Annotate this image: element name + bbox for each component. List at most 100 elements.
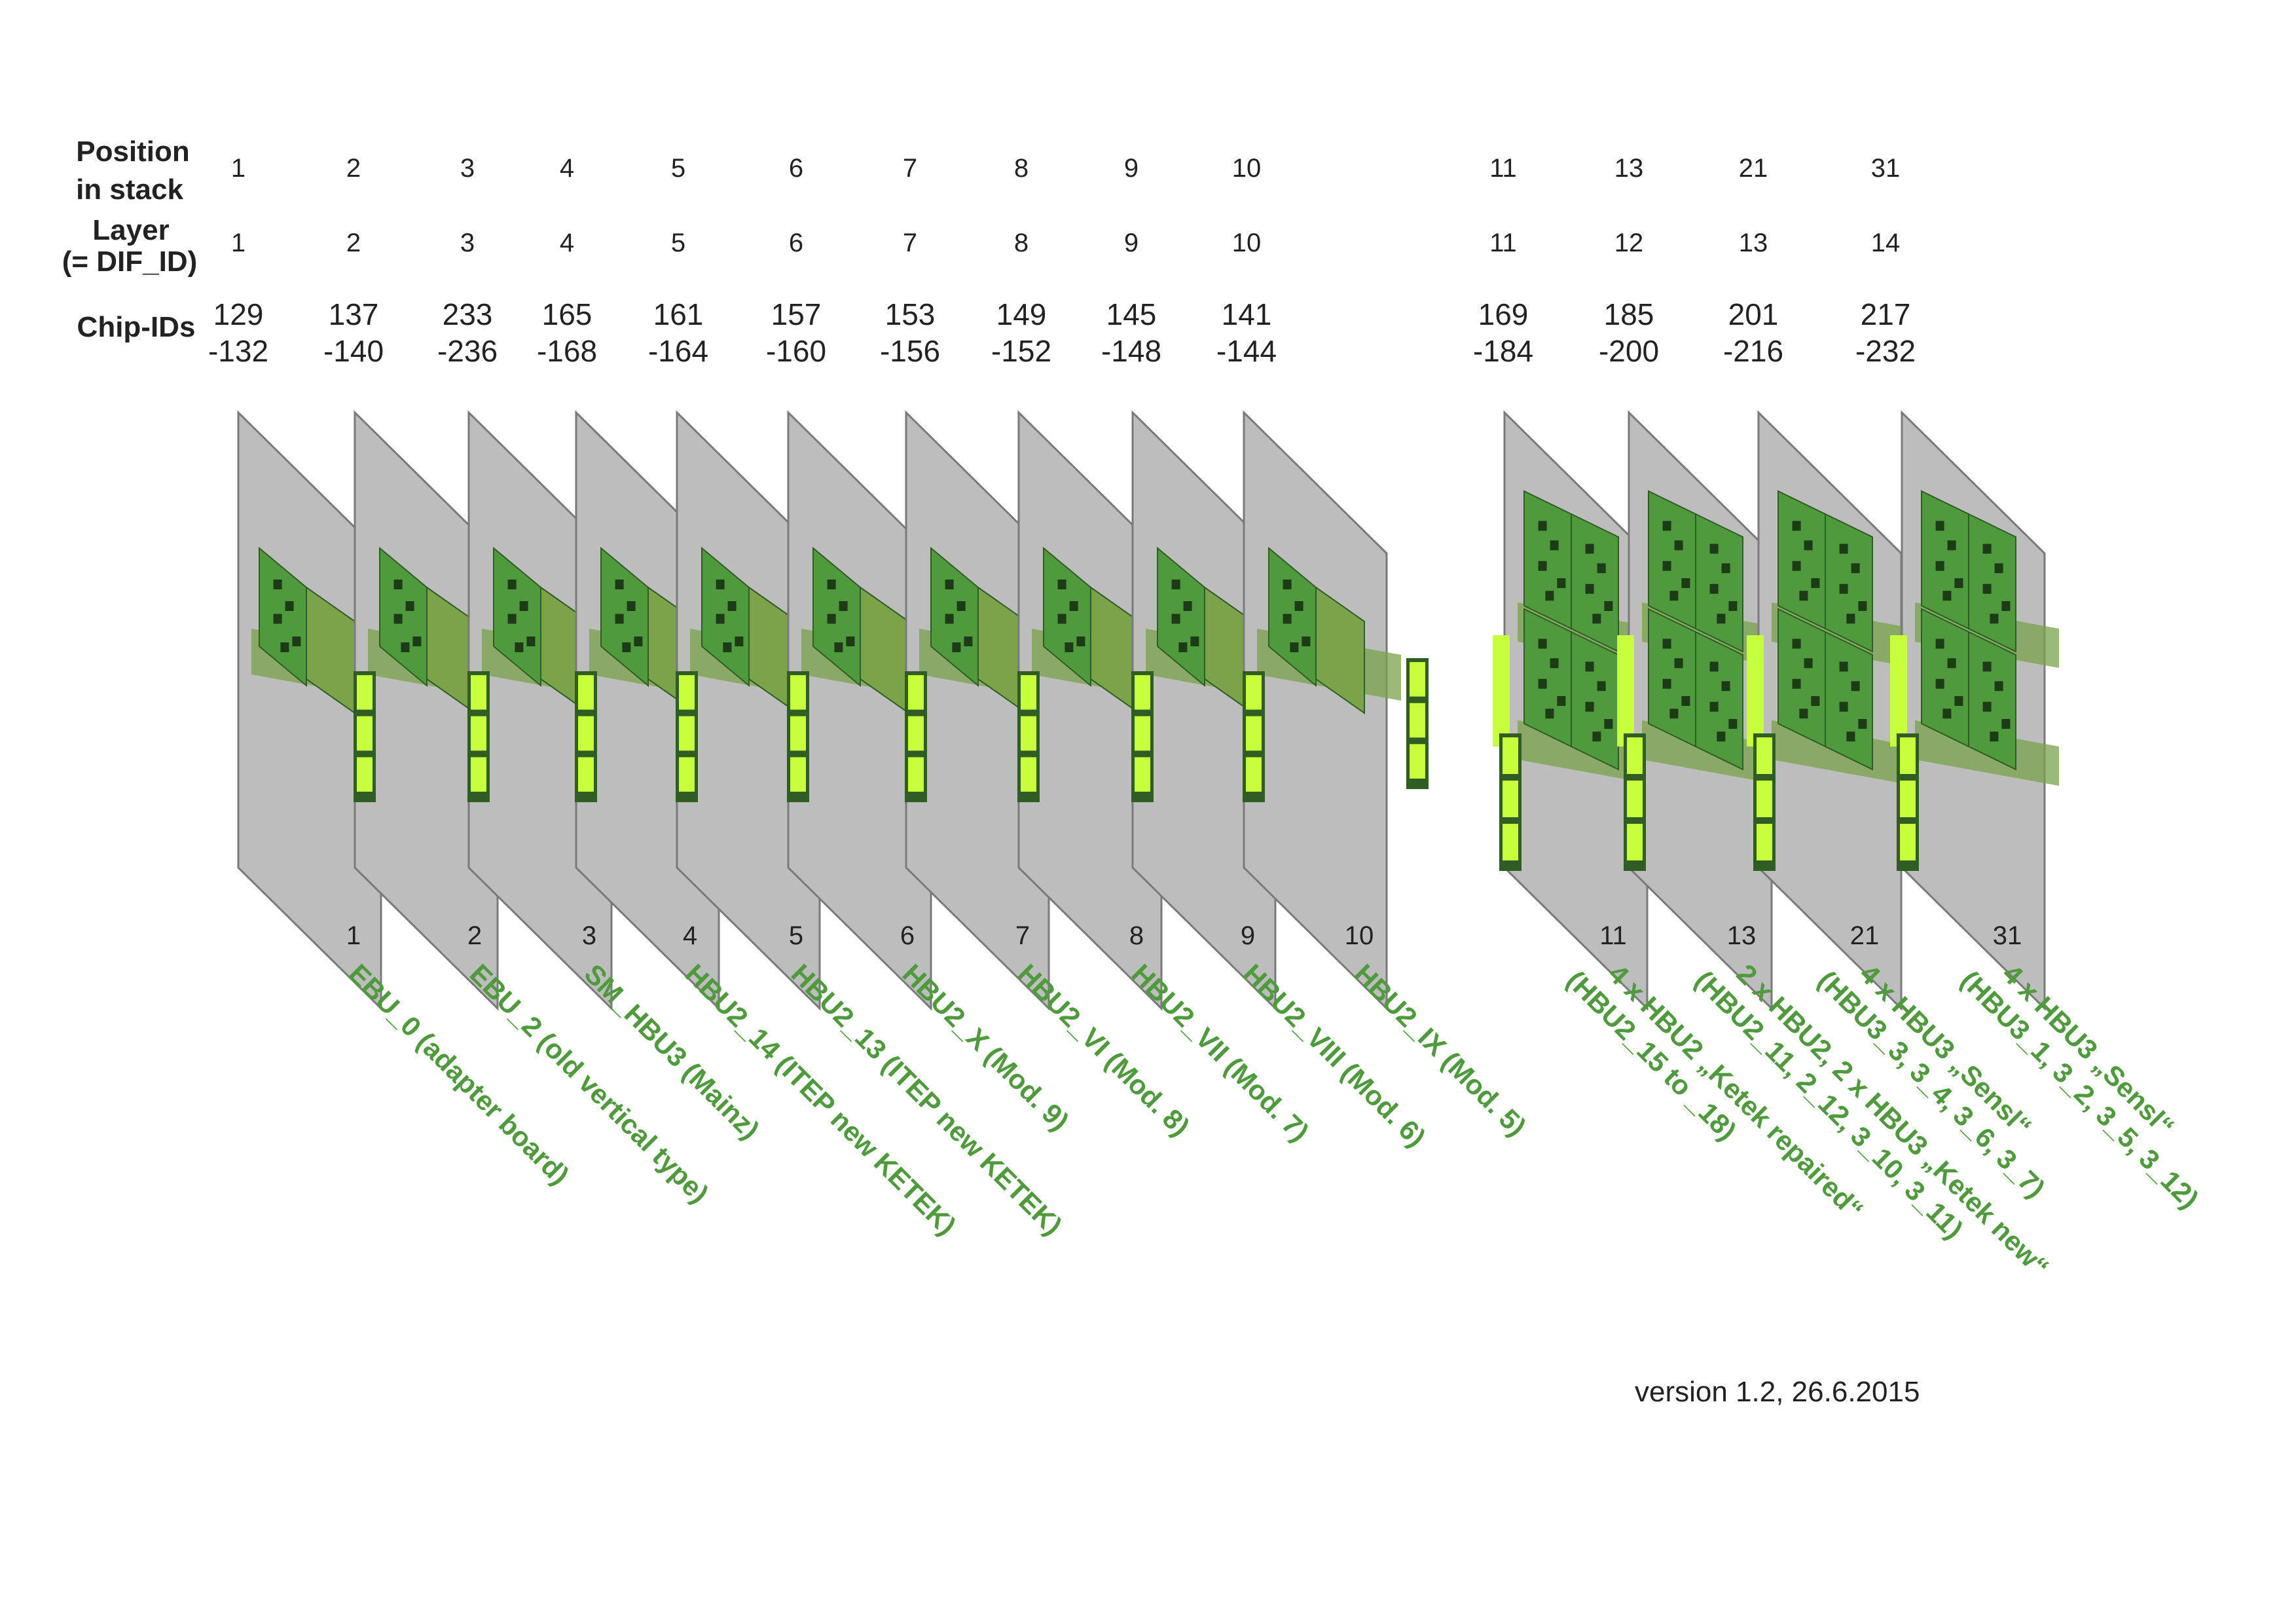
board-hole (735, 637, 744, 646)
chip-id-start: 145 (1106, 297, 1157, 331)
chip-id-start: 169 (1478, 297, 1529, 331)
position-value: 5 (671, 154, 685, 183)
board-hole (1942, 591, 1952, 601)
board-hole (716, 580, 725, 589)
board-hole (1804, 540, 1813, 551)
board-hole (1851, 681, 1860, 692)
board-hole (1076, 637, 1085, 646)
board-hole (1990, 614, 1999, 624)
connector-segment (1135, 757, 1150, 792)
board-hole (1592, 731, 1601, 742)
connector-segment (1410, 662, 1425, 697)
connector-segment (1627, 737, 1643, 774)
hbu-board-dark (1777, 490, 1826, 630)
connector-segment (1410, 744, 1425, 779)
layer-value: 11 (1489, 229, 1517, 257)
board-hole (1717, 614, 1726, 624)
connector-segment (1246, 675, 1262, 710)
hbu-board-light (1315, 586, 1365, 714)
hbu-board-dark (1825, 631, 1873, 771)
board-hole (526, 637, 536, 646)
chip-id-end: -236 (437, 334, 498, 368)
board-hole (1171, 580, 1180, 589)
position-value: 8 (1014, 154, 1029, 183)
position-value: 31 (1871, 154, 1901, 183)
plate-layer-2 (354, 410, 512, 1011)
board-hole (1982, 701, 1992, 712)
side-interface-bright (1747, 635, 1764, 747)
board-hole (507, 614, 517, 624)
header-layer-line2: (= DIF_ID) (62, 246, 198, 278)
board-hole (280, 642, 289, 652)
board-hole (1302, 637, 1311, 646)
position-value: 9 (1124, 154, 1139, 183)
connector-segment (1021, 716, 1036, 751)
board-hole (1942, 709, 1952, 719)
board-hole (1585, 544, 1594, 554)
hbu-board-dark (930, 546, 979, 688)
hbu-board-dark (1571, 631, 1619, 771)
chip-id-end: -168 (537, 334, 597, 368)
hbu-board-dark (1921, 490, 1969, 630)
board-hole (615, 614, 624, 624)
layer-value: 5 (671, 229, 685, 257)
board-hole (1935, 678, 1944, 689)
connector-segment (679, 757, 695, 792)
position-value: 7 (903, 154, 917, 183)
board-hole (1674, 658, 1683, 669)
board-hole (622, 642, 631, 652)
chip-id-end: -140 (323, 334, 384, 368)
board-hole (1171, 614, 1180, 624)
board-hole (515, 642, 524, 652)
connector-segment (1757, 781, 1772, 817)
chip-id-end: -156 (880, 334, 940, 368)
position-value: 13 (1614, 154, 1644, 183)
board-hole (1674, 540, 1683, 551)
module-label: EBU_2 (old vertical type) (464, 958, 715, 1209)
bottom-position-number: 8 (1129, 921, 1144, 950)
board-hole (1935, 561, 1944, 571)
board-hole (1839, 583, 1848, 594)
chip-id-start: 153 (885, 297, 936, 331)
side-interface-bright (1890, 635, 1907, 747)
chip-id-end: -160 (766, 334, 826, 368)
connector-segment (1627, 781, 1643, 817)
position-value: 10 (1232, 154, 1262, 183)
board-hole (846, 637, 855, 646)
hbu-board-dark (1268, 546, 1317, 688)
board-hole (1585, 701, 1594, 712)
connector-segment (1503, 824, 1518, 860)
hbu-board-dark (1571, 513, 1619, 653)
layer-value: 9 (1124, 229, 1139, 257)
board-hole (1290, 642, 1299, 652)
board-hole (1982, 544, 1992, 554)
hbu-board-dark (493, 546, 541, 688)
layer-value: 2 (346, 229, 361, 257)
plate-layer-21 (1747, 410, 1916, 1011)
side-interface-bright (1493, 635, 1510, 747)
connector-segment (471, 757, 486, 792)
chip-id-start: 165 (542, 297, 592, 331)
connector-segment (357, 716, 373, 751)
layer-value: 13 (1739, 229, 1768, 257)
board-hole (393, 614, 403, 624)
board-hole (957, 601, 966, 611)
board-hole (1709, 583, 1719, 594)
board-hole (1669, 591, 1679, 601)
chip-id-end: -200 (1599, 334, 1659, 368)
connector-segment (908, 757, 924, 792)
board-hole (827, 580, 836, 589)
board-hole (1550, 658, 1559, 669)
chip-id-end: -144 (1216, 334, 1277, 368)
hbu-board-dark (259, 546, 307, 688)
board-hole (945, 580, 954, 589)
layer-value: 8 (1014, 229, 1029, 257)
board-hole (1538, 678, 1547, 689)
board-hole (1538, 521, 1547, 531)
board-hole (1994, 681, 2003, 692)
board-hole (827, 614, 836, 624)
board-hole (1709, 661, 1719, 672)
board-hole (1728, 719, 1738, 729)
board-hole (1681, 696, 1690, 706)
